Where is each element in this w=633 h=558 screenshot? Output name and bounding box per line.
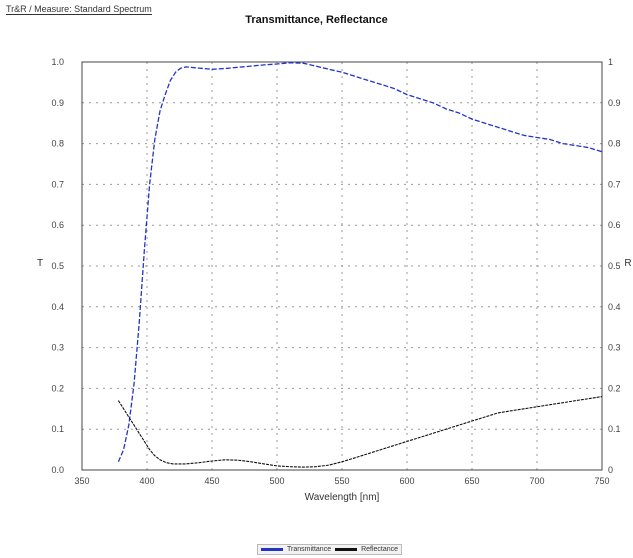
right-y-tick-label: 0.2 (608, 383, 621, 393)
series-line-reflectance (117, 396, 603, 468)
left-y-tick-label: 0.4 (51, 302, 64, 312)
right-y-tick-label: 0.8 (608, 139, 621, 149)
right-y-tick-label: 1 (608, 57, 613, 67)
right-y-tick-label: 0.3 (608, 343, 621, 353)
spectrum-chart: 350 400 450 500 550 600 650 700 750 0.0 0.1 0.2 0.3… (37, 57, 632, 503)
left-y-axis-label: T (37, 258, 43, 269)
x-axis-ticks: 350 400 450 500 550 600 650 700 750 (74, 476, 609, 486)
right-y-tick-label: 0.7 (608, 179, 621, 189)
left-y-tick-label: 0.6 (51, 220, 64, 230)
right-y-tick-label: 0.4 (608, 302, 621, 312)
left-y-tick-label: 1.0 (51, 57, 64, 67)
x-tick-label: 600 (399, 476, 414, 486)
x-tick-label: 750 (594, 476, 609, 486)
x-tick-label: 700 (529, 476, 544, 486)
series-line-transmittance (117, 62, 603, 463)
right-y-tick-label: 0 (608, 465, 613, 475)
left-y-tick-label: 0.8 (51, 139, 64, 149)
right-y-tick-label: 0.1 (608, 424, 621, 434)
left-y-tick-label: 0.1 (51, 424, 64, 434)
right-y-axis-ticks: 0 0.1 0.2 0.3 0.4 0.5 0.6 0.7 0.8 0.9 1 (608, 57, 621, 475)
legend-swatch-reflectance (335, 548, 358, 551)
left-y-axis-ticks: 0.0 0.1 0.2 0.3 0.4 0.5 0.6 0.7 0.8 0.9 1.0 (51, 57, 64, 475)
right-y-tick-label: 0.6 (608, 220, 621, 230)
plot-frame (81, 61, 603, 471)
right-y-tick-label: 0.5 (608, 261, 621, 271)
legend-swatch-transmittance (261, 548, 283, 551)
legend-label-transmittance: Transmittance (287, 546, 332, 553)
left-y-tick-label: 0.9 (51, 98, 64, 108)
x-tick-label: 400 (139, 476, 154, 486)
left-y-tick-label: 0.0 (51, 465, 64, 475)
x-tick-label: 500 (269, 476, 284, 486)
chart-title: Transmittance, Reflectance (245, 14, 388, 26)
left-y-tick-label: 0.5 (51, 261, 64, 271)
x-tick-label: 650 (464, 476, 479, 486)
left-y-tick-label: 0.2 (51, 383, 64, 393)
left-y-tick-label: 0.3 (51, 343, 64, 353)
right-y-axis-label: R (624, 258, 631, 269)
x-tick-label: 550 (334, 476, 349, 486)
legend-label-reflectance: Reflectance (361, 546, 399, 553)
x-tick-label: 350 (74, 476, 89, 486)
window-header: Tr&R / Measure: Standard Spectrum (6, 4, 152, 15)
x-tick-label: 450 (204, 476, 219, 486)
right-y-tick-label: 0.9 (608, 98, 621, 108)
x-axis-label: Wavelength [nm] (305, 492, 380, 503)
legend: Transmittance Reflectance (257, 544, 403, 555)
left-y-tick-label: 0.7 (51, 179, 64, 189)
